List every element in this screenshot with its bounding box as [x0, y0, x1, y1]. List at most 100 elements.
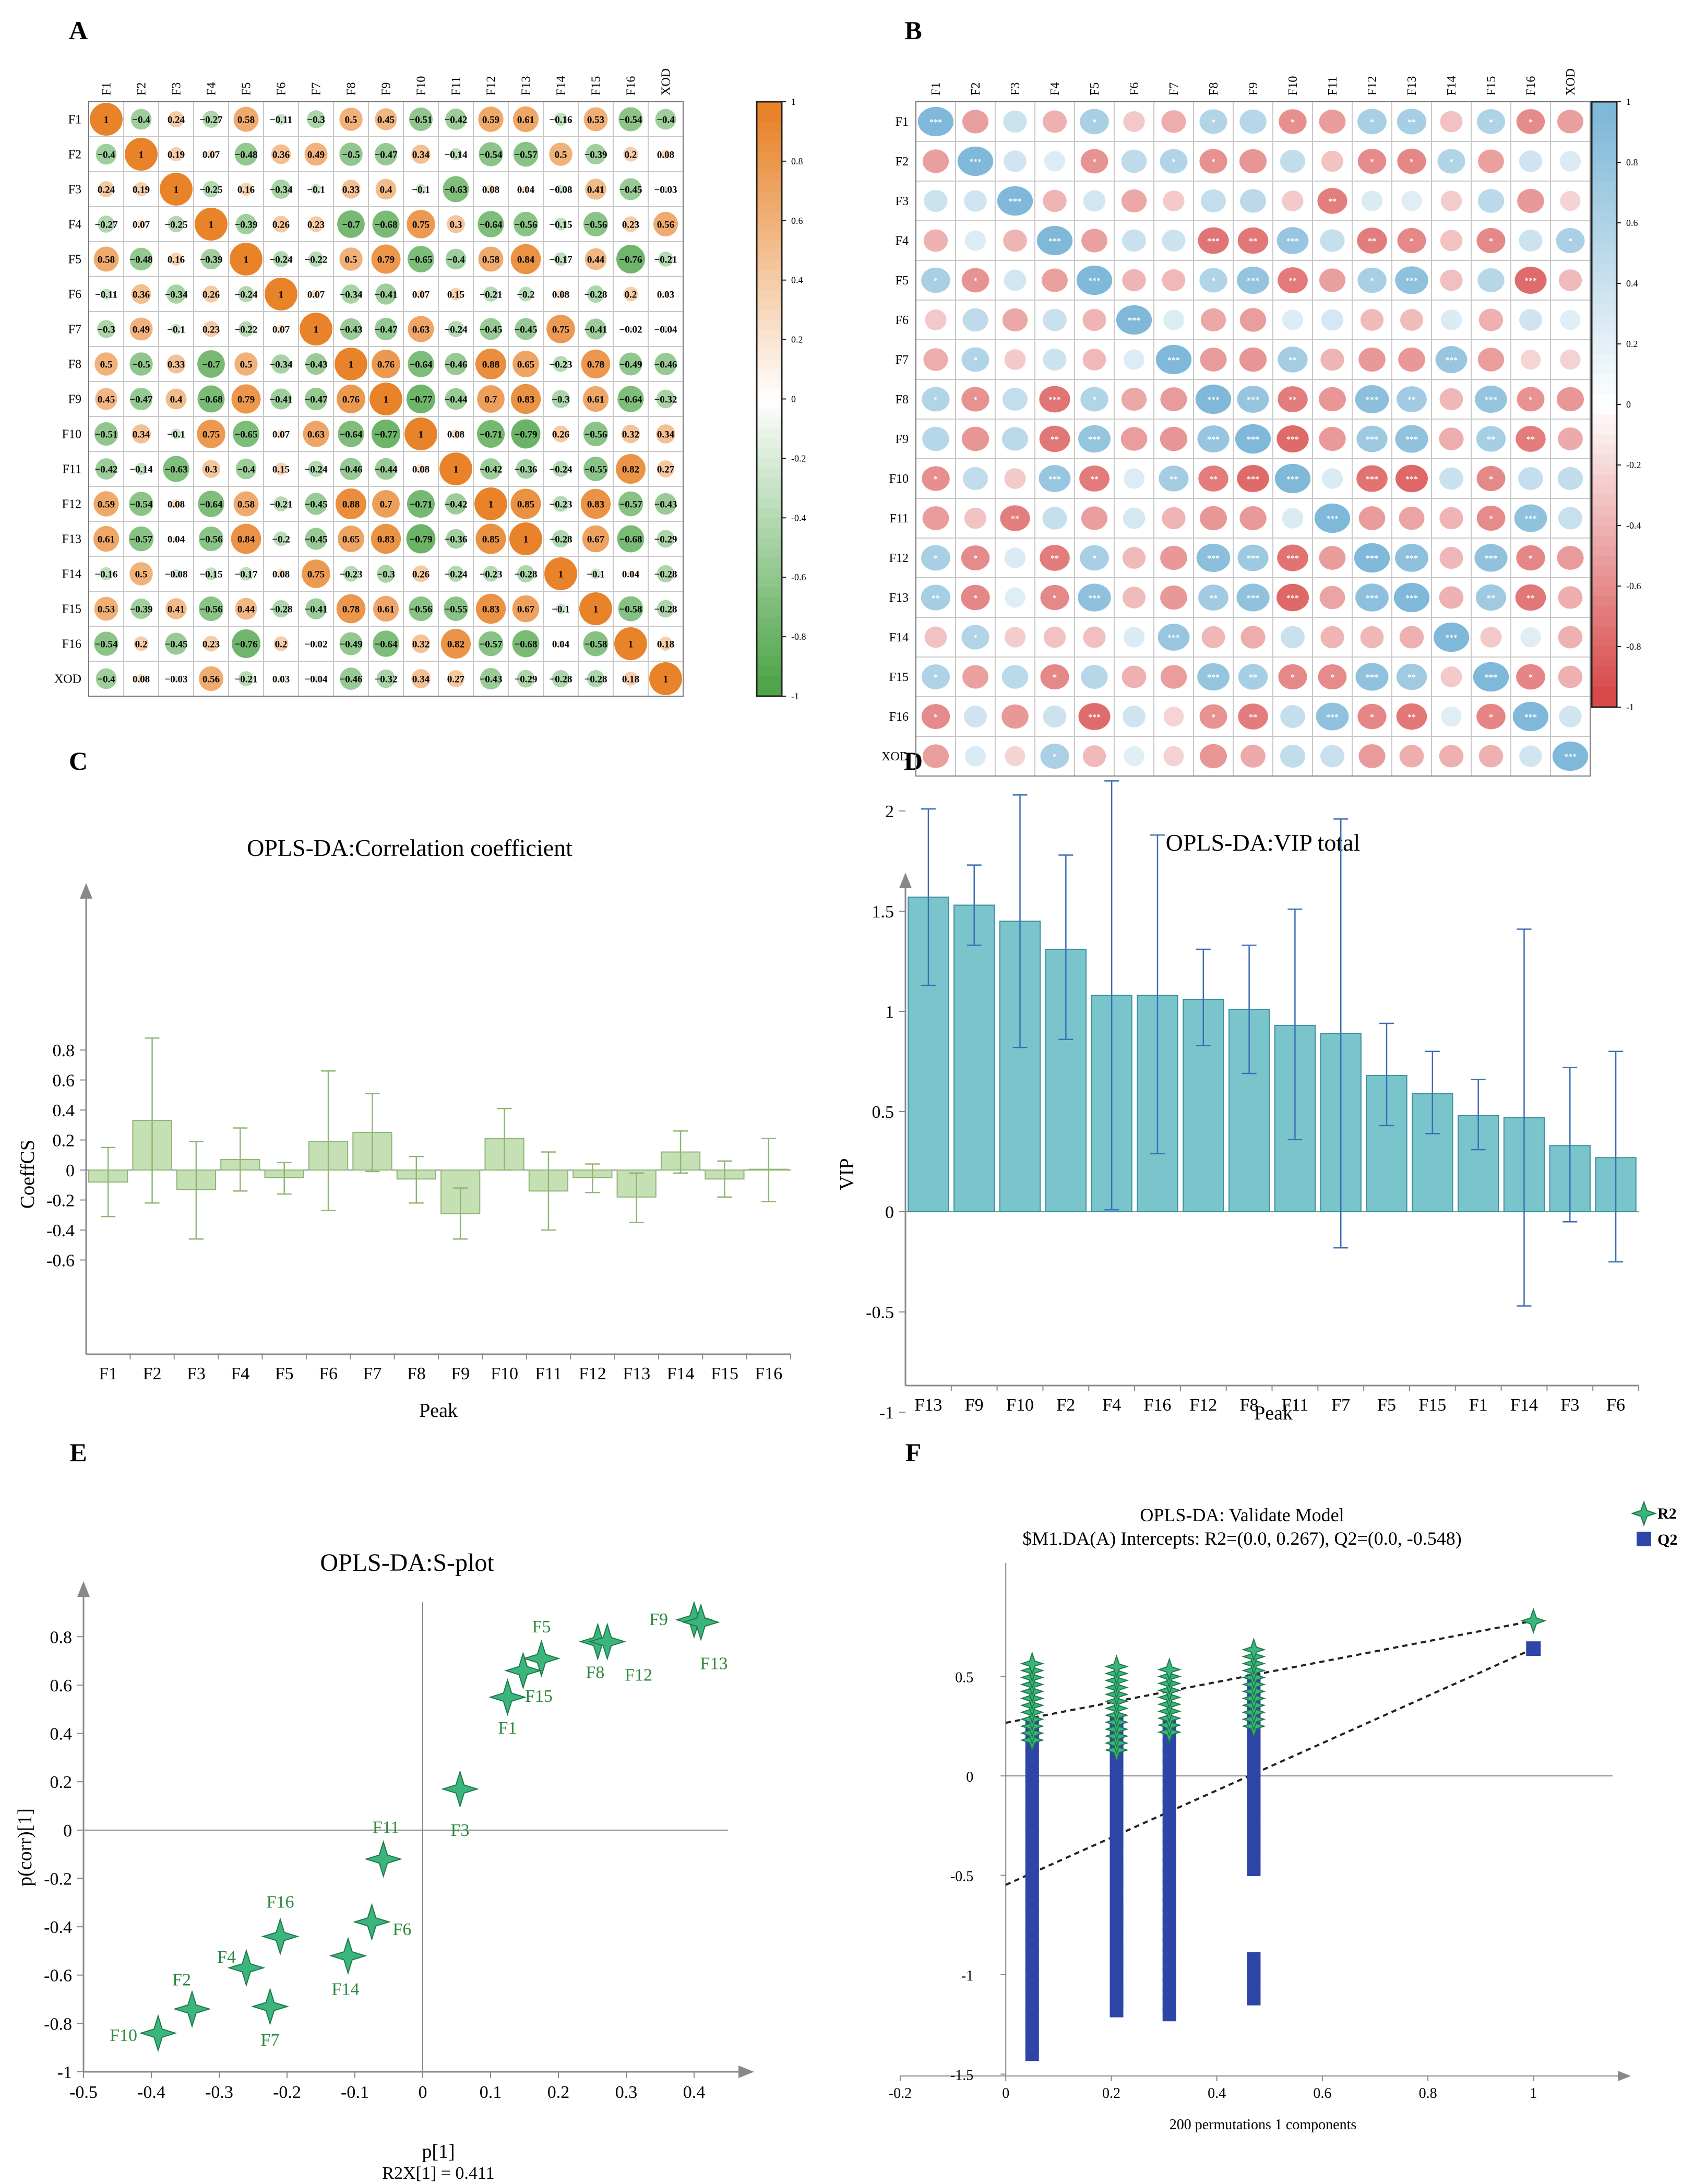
a-cell-value: 0.34 [657, 429, 675, 440]
a-cell-circle [585, 178, 606, 200]
a-cell-circle [661, 149, 671, 159]
a-colorbar-segment [757, 627, 782, 638]
a-cell-circle [512, 351, 539, 377]
a-cell-value: −0.28 [584, 674, 607, 685]
a-cell-circle [273, 251, 289, 267]
a-cell-value: −0.28 [584, 290, 607, 301]
a-cell-value: 0.04 [517, 185, 535, 196]
a-cell-value: −0.27 [94, 220, 118, 231]
a-cell-value: −0.71 [409, 499, 432, 510]
a-cell-circle [128, 526, 154, 552]
a-cell-circle [166, 284, 186, 304]
a-colorbar-label: 0 [791, 394, 796, 404]
a-cell-circle [276, 569, 286, 579]
b-cell-ellipse [1081, 229, 1107, 253]
a-col-label: XOD [660, 68, 673, 96]
a-cell-circle [408, 246, 434, 272]
a-colorbar-segment [757, 260, 782, 271]
a-cell-value: −0.68 [199, 395, 222, 405]
a-cell-value: −0.24 [444, 325, 468, 336]
b-colorbar-segment [1592, 666, 1617, 677]
a-colorbar-segment [757, 518, 782, 529]
b-colorbar-segment [1592, 445, 1617, 456]
a-cell-value: 0.45 [98, 395, 115, 405]
a-colorbar-segment [757, 210, 782, 221]
a-cell-circle [445, 388, 467, 410]
a-cell-value: −0.55 [584, 464, 607, 475]
f-r2-marker [1020, 1651, 1045, 1676]
a-cell-circle [509, 522, 542, 555]
a-cell-value: 0.41 [168, 604, 185, 615]
b-cell-significance: * [973, 554, 977, 563]
a-cell-value: 0.56 [202, 674, 220, 685]
d-y-tick-label: 1.5 [872, 902, 894, 922]
a-cell-circle [480, 458, 502, 480]
b-cell-ellipse [1360, 626, 1384, 649]
b-cell-ellipse [1081, 506, 1108, 530]
f-x-tick-label: 1 [1530, 2085, 1537, 2102]
a-cell-value: −0.44 [374, 464, 398, 475]
a-cell-value: −0.56 [514, 220, 537, 231]
a-colorbar-segment [757, 438, 782, 449]
b-col-label: F11 [1326, 77, 1340, 96]
a-cell-circle [407, 210, 435, 238]
b-cell-significance: *** [1366, 594, 1378, 603]
a-cell-value: 0.15 [272, 464, 290, 475]
a-row-label: F16 [62, 638, 81, 651]
a-cell-value: −0.64 [199, 499, 223, 510]
a-cell-circle [516, 459, 536, 479]
a-colorbar-segment [757, 161, 782, 172]
b-cell-ellipse [957, 146, 994, 176]
panel-label-f: F [905, 1438, 922, 1467]
b-cell-ellipse [1197, 425, 1230, 452]
b-cell-ellipse [1439, 546, 1463, 569]
b-cell-significance: * [1330, 673, 1334, 682]
a-colorbar-segment [757, 171, 782, 182]
b-colorbar-segment [1592, 364, 1617, 375]
a-cell-value: 0.84 [237, 534, 255, 545]
b-cell-ellipse [1281, 626, 1305, 649]
b-cell-ellipse [1517, 188, 1544, 213]
b-cell-ellipse [1124, 746, 1144, 767]
b-cell-ellipse [1396, 703, 1427, 730]
a-col-label: F1 [100, 82, 114, 96]
a-cell-circle [553, 356, 569, 372]
b-cell-ellipse [1478, 745, 1504, 768]
b-cell-significance: * [973, 634, 977, 642]
c-x-tick-label: F4 [231, 1364, 249, 1383]
b-cell-ellipse [1520, 627, 1541, 648]
b-cell-ellipse [964, 230, 986, 251]
a-cell-value: 0.63 [307, 429, 325, 440]
a-cell-circle [234, 352, 258, 376]
a-cell-value: −0.65 [409, 255, 432, 266]
f-x-tick-label: 0 [1002, 2085, 1009, 2102]
b-cell-ellipse [964, 507, 987, 529]
a-cell-value: −0.28 [654, 569, 677, 580]
a-cell-circle [408, 596, 434, 622]
a-cell-value: −0.57 [619, 499, 642, 510]
b-colorbar-segment [1592, 394, 1617, 405]
b-cell-ellipse [1557, 546, 1584, 570]
a-cell-circle [173, 535, 180, 542]
a-cell-value: −0.42 [444, 115, 467, 126]
a-cell-circle [655, 109, 676, 130]
a-cell-circle [376, 669, 396, 688]
c-x-tick-label: F7 [363, 1364, 381, 1383]
a-cell-circle [369, 383, 402, 415]
b-colorbar-segment [1592, 596, 1617, 607]
b-cell-ellipse [1042, 110, 1067, 133]
b-colorbar-segment [1592, 233, 1617, 244]
a-cell-value: 0.07 [202, 150, 220, 161]
a-cell-circle [96, 144, 117, 165]
b-col-label: F16 [1524, 76, 1538, 96]
a-cell-value: −0.21 [269, 499, 292, 510]
a-cell-circle [657, 530, 675, 548]
c-y-tick-label: -0.6 [46, 1251, 75, 1271]
a-cell-circle [272, 600, 290, 618]
a-cell-value: −0.48 [234, 150, 257, 161]
a-cell-value: 0.2 [625, 290, 637, 301]
a-cell-circle [449, 288, 462, 301]
a-row-label: F9 [68, 393, 81, 407]
b-cell-ellipse [1357, 228, 1387, 254]
b-colorbar-label: -1 [1626, 702, 1634, 712]
